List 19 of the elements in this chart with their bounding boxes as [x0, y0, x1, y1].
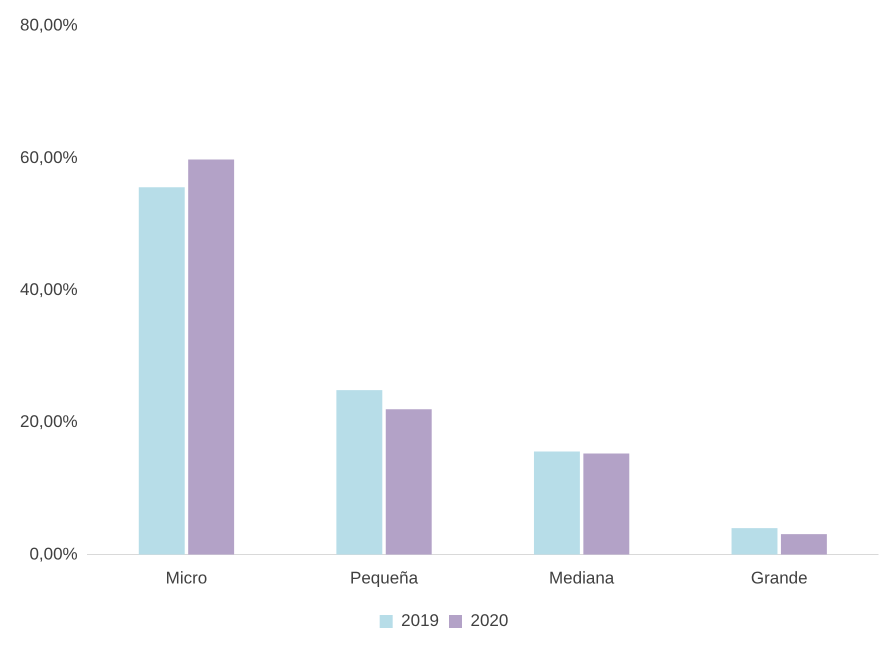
bar — [386, 409, 432, 555]
y-tick-label: 20,00% — [20, 412, 78, 432]
x-tick-label: Pequeña — [350, 568, 419, 588]
bar — [583, 454, 630, 555]
bar — [188, 159, 234, 555]
bar — [336, 390, 382, 555]
x-tick-label: Mediana — [549, 568, 615, 588]
x-tick-label: Grande — [750, 568, 808, 588]
y-tick-label: 80,00% — [20, 16, 78, 35]
bar — [138, 187, 185, 555]
bar — [732, 528, 778, 555]
bar — [780, 534, 827, 555]
y-tick-label: 40,00% — [20, 280, 78, 299]
legend-label: 2020 — [470, 611, 508, 630]
bar — [534, 452, 580, 555]
legend-label: 2019 — [401, 611, 440, 630]
y-tick-label: 60,00% — [20, 148, 78, 167]
y-tick-label: 0,00% — [29, 544, 78, 564]
x-tick-label: Micro — [166, 568, 208, 588]
